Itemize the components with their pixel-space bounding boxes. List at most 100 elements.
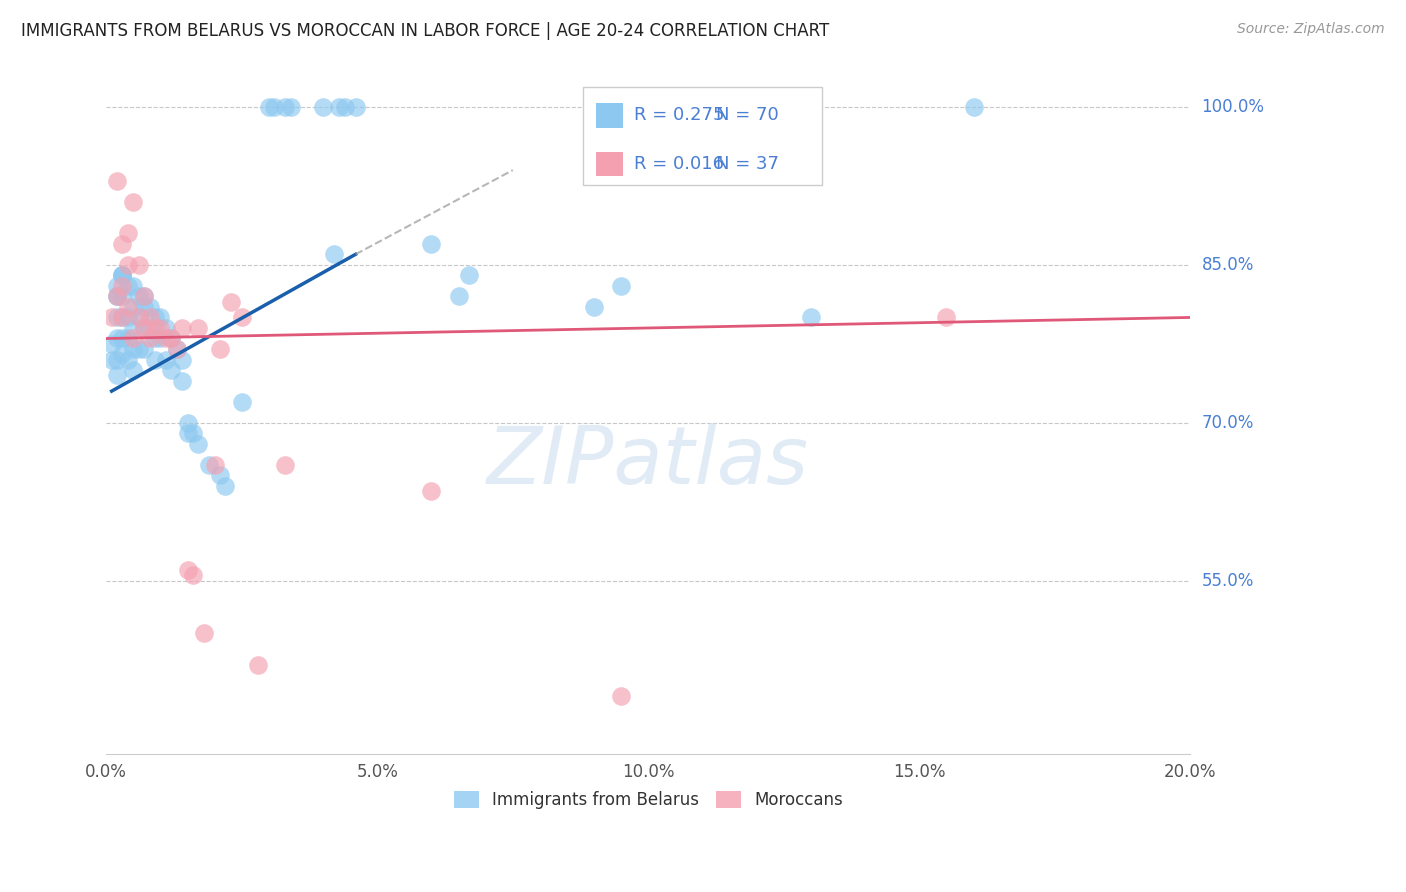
Point <box>128 310 150 325</box>
Point <box>149 310 172 325</box>
Point <box>105 289 128 303</box>
Point <box>155 331 177 345</box>
Text: N = 70: N = 70 <box>716 106 779 124</box>
Text: 85.0%: 85.0% <box>1202 256 1254 274</box>
Text: N = 37: N = 37 <box>716 155 779 173</box>
Text: 70.0%: 70.0% <box>1202 414 1254 432</box>
Point <box>134 289 156 303</box>
Text: ZIPatlas: ZIPatlas <box>488 424 810 501</box>
Point <box>105 331 128 345</box>
Point <box>257 100 280 114</box>
Point <box>176 426 198 441</box>
Point <box>117 331 139 345</box>
Point <box>134 289 156 303</box>
Point <box>274 458 297 472</box>
Point <box>204 458 226 472</box>
Point <box>100 352 122 367</box>
Point <box>122 342 145 356</box>
Point <box>143 331 166 345</box>
Point <box>111 289 134 303</box>
Point <box>231 310 253 325</box>
Point <box>128 342 150 356</box>
Point <box>420 484 443 499</box>
Point <box>176 416 198 430</box>
Point <box>122 363 145 377</box>
Point <box>181 426 204 441</box>
Point <box>160 363 183 377</box>
Point <box>149 331 172 345</box>
Point <box>166 342 188 356</box>
Point <box>322 247 344 261</box>
Point <box>111 278 134 293</box>
Point <box>100 336 122 351</box>
Point <box>231 394 253 409</box>
Point <box>172 321 194 335</box>
Point <box>344 100 367 114</box>
Point <box>117 226 139 240</box>
Point <box>263 100 285 114</box>
Point <box>583 300 606 314</box>
Point <box>181 568 204 582</box>
Point <box>105 368 128 383</box>
Point <box>193 626 215 640</box>
Point <box>149 321 172 335</box>
FancyBboxPatch shape <box>596 103 623 128</box>
Point <box>111 268 134 283</box>
Point <box>117 278 139 293</box>
Point <box>166 342 188 356</box>
Point <box>219 294 242 309</box>
Point <box>128 258 150 272</box>
Text: IMMIGRANTS FROM BELARUS VS MOROCCAN IN LABOR FORCE | AGE 20-24 CORRELATION CHART: IMMIGRANTS FROM BELARUS VS MOROCCAN IN L… <box>21 22 830 40</box>
Point <box>122 321 145 335</box>
Point <box>143 352 166 367</box>
Point <box>134 342 156 356</box>
Point <box>935 310 957 325</box>
Point <box>155 352 177 367</box>
Point <box>214 479 236 493</box>
Point <box>117 300 139 314</box>
Point <box>105 310 128 325</box>
Point <box>187 436 209 450</box>
Point <box>176 563 198 577</box>
Point <box>198 458 221 472</box>
Point <box>111 310 134 325</box>
Point <box>122 278 145 293</box>
Point <box>111 236 134 251</box>
Point <box>800 100 823 114</box>
Point <box>420 236 443 251</box>
Point <box>172 374 194 388</box>
Point <box>138 331 160 345</box>
Point <box>209 342 232 356</box>
Legend: Immigrants from Belarus, Moroccans: Immigrants from Belarus, Moroccans <box>447 784 849 815</box>
Text: Source: ZipAtlas.com: Source: ZipAtlas.com <box>1237 22 1385 37</box>
Point <box>447 289 470 303</box>
Point <box>122 300 145 314</box>
Point <box>143 310 166 325</box>
Point <box>134 321 156 335</box>
Point <box>122 331 145 345</box>
Text: 100.0%: 100.0% <box>1202 98 1264 116</box>
Point <box>155 321 177 335</box>
Point <box>328 100 350 114</box>
Point <box>128 310 150 325</box>
Point <box>172 352 194 367</box>
Point <box>117 258 139 272</box>
Text: R = 0.016: R = 0.016 <box>634 155 724 173</box>
Point <box>138 321 160 335</box>
Point <box>312 100 335 114</box>
Point <box>280 100 302 114</box>
Point <box>122 194 145 209</box>
Point <box>138 300 160 314</box>
Point <box>143 321 166 335</box>
Point <box>111 268 134 283</box>
Point <box>800 310 823 325</box>
Point <box>134 321 156 335</box>
Point <box>128 289 150 303</box>
Point <box>111 331 134 345</box>
Point <box>105 174 128 188</box>
Point <box>187 321 209 335</box>
Point <box>134 300 156 314</box>
Point <box>962 100 984 114</box>
Point <box>610 278 633 293</box>
Point <box>458 268 481 283</box>
